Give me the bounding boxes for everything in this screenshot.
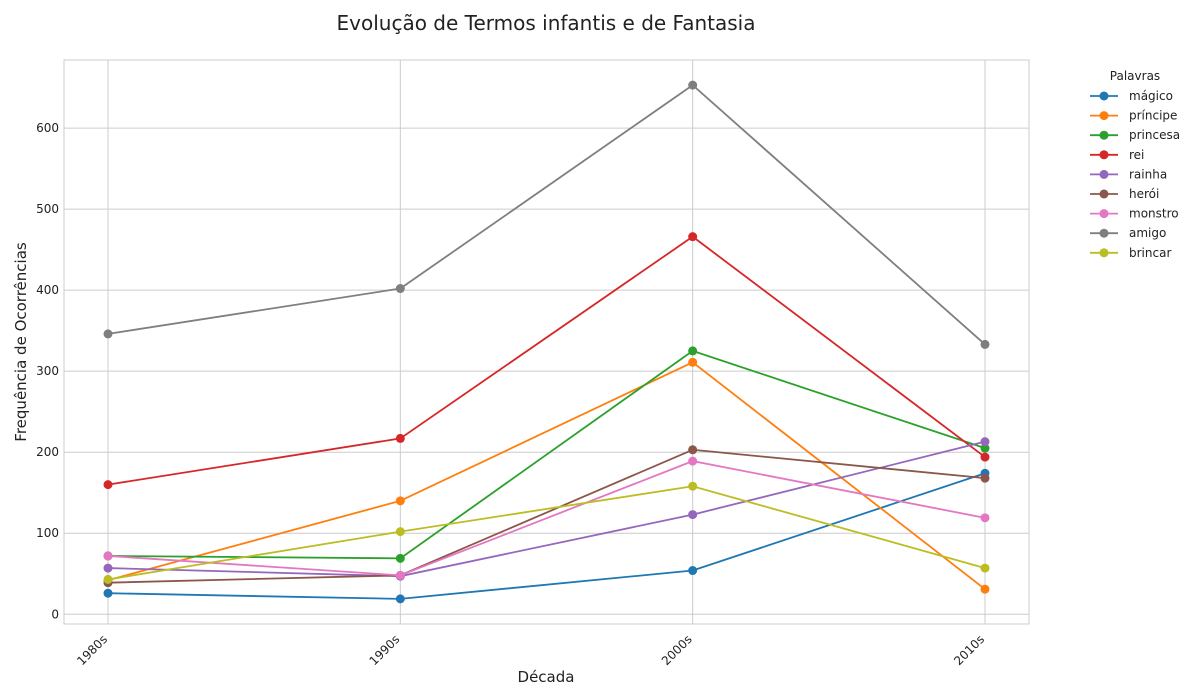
y-tick-label: 500 (36, 202, 59, 216)
x-tick-label: 2010s (951, 632, 987, 668)
data-point (395, 594, 405, 604)
series-line (107, 485, 986, 581)
data-point (395, 284, 405, 294)
series-group (103, 80, 990, 604)
data-point (688, 566, 698, 576)
data-point (980, 339, 990, 349)
legend-item: rainha (1090, 167, 1167, 181)
x-tick-label: 1980s (74, 632, 110, 668)
plot-frame (63, 59, 1030, 625)
data-point (688, 481, 698, 491)
data-point (688, 510, 698, 520)
legend-item: princesa (1090, 128, 1180, 142)
legend-marker (1099, 91, 1109, 101)
data-point (395, 553, 405, 563)
series-line (107, 83, 986, 346)
legend-title: Palavras (1110, 69, 1160, 83)
data-point (395, 496, 405, 506)
legend-label: herói (1129, 187, 1159, 201)
legend: Palavras mágico príncipe princesa rei rainha… (1090, 69, 1180, 260)
data-point (980, 443, 990, 453)
legend-label: monstro (1129, 207, 1179, 221)
y-tick-label: 200 (36, 445, 59, 459)
legend-marker (1099, 130, 1109, 140)
data-point (103, 551, 113, 561)
legend-label: príncipe (1129, 109, 1177, 123)
data-point (980, 473, 990, 483)
legend-label: brincar (1129, 246, 1171, 260)
legend-label: princesa (1129, 128, 1180, 142)
data-point (103, 574, 113, 584)
legend-item: herói (1090, 187, 1159, 201)
y-tick-label: 100 (36, 526, 59, 540)
data-point (103, 588, 113, 598)
data-point (688, 80, 698, 90)
legend-item: príncipe (1090, 109, 1177, 123)
series-princesa (103, 346, 990, 563)
y-axis-label: Frequência de Ocorrências (12, 242, 30, 442)
legend-label: amigo (1129, 226, 1166, 240)
data-point (395, 570, 405, 580)
legend-item: monstro (1090, 207, 1179, 221)
series-line (107, 440, 986, 578)
y-tick-label: 400 (36, 283, 59, 297)
legend-item: brincar (1090, 246, 1171, 260)
series-monstro (103, 456, 990, 580)
series-line (107, 235, 986, 486)
series-herói (103, 445, 990, 588)
series-mágico (103, 468, 990, 604)
data-point (103, 480, 113, 490)
ticks: 0 100 200 300 400 500 600 1980s 1990s 2000s 2010s (36, 121, 987, 668)
legend-marker (1099, 228, 1109, 238)
legend-label: mágico (1129, 89, 1173, 103)
legend-marker (1099, 248, 1109, 258)
data-point (688, 456, 698, 466)
x-tick-label: 1990s (367, 632, 403, 668)
legend-label: rei (1129, 148, 1144, 162)
data-point (395, 433, 405, 443)
legend-marker (1099, 189, 1109, 199)
series-rei (103, 232, 990, 490)
y-tick-label: 0 (51, 607, 59, 621)
y-tick-label: 300 (36, 364, 59, 378)
chart-title: Evolução de Termos infantis e de Fantasi… (337, 11, 756, 35)
legend-marker (1099, 150, 1109, 160)
data-point (395, 527, 405, 537)
data-point (688, 357, 698, 367)
series-line (107, 448, 986, 584)
legend-item: mágico (1090, 89, 1173, 103)
series-line (107, 460, 986, 577)
legend-marker (1099, 111, 1109, 121)
series-brincar (103, 481, 990, 584)
data-point (980, 563, 990, 573)
data-point (688, 232, 698, 242)
data-point (980, 437, 990, 447)
y-tick-label: 600 (36, 121, 59, 135)
grid (64, 60, 1029, 624)
x-tick-label: 2000s (659, 632, 695, 668)
data-point (103, 329, 113, 339)
legend-label: rainha (1129, 167, 1167, 181)
data-point (980, 513, 990, 523)
series-amigo (103, 80, 990, 349)
legend-item: amigo (1090, 226, 1166, 240)
legend-marker (1099, 209, 1109, 219)
series-line (107, 349, 986, 560)
legend-item: rei (1090, 148, 1144, 162)
series-line (107, 472, 986, 600)
x-axis-label: Década (518, 668, 575, 686)
series-line (107, 361, 986, 590)
data-point (688, 346, 698, 356)
legend-marker (1099, 169, 1109, 179)
data-point (980, 452, 990, 462)
data-point (103, 563, 113, 573)
data-point (980, 584, 990, 594)
data-point (688, 445, 698, 455)
